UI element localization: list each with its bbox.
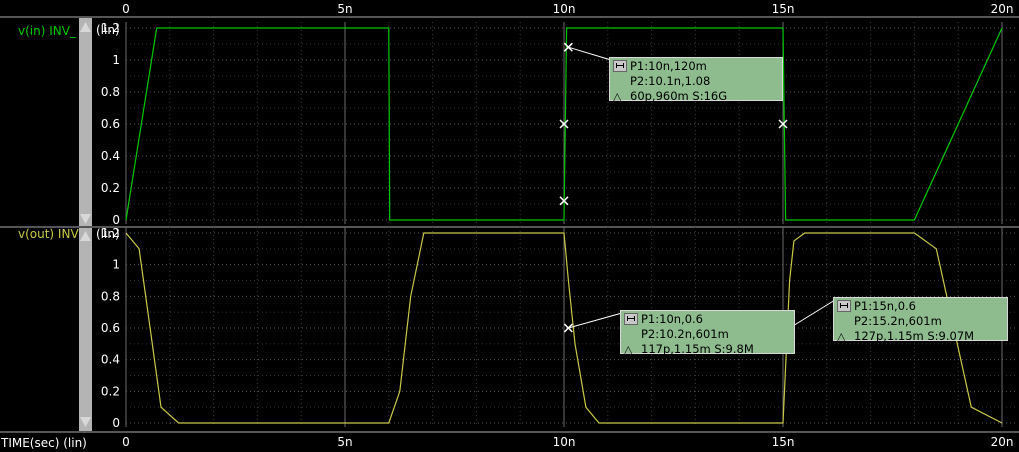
signal-label-vout[interactable]: v(out) INV [18, 227, 79, 241]
delta-icon: △ [613, 90, 622, 103]
grid-top [125, 22, 1015, 224]
y-tick-labels-bottom: 0 0.2 0.4 0.6 0.8 1 1.2 [101, 226, 120, 430]
annotation-delta: 117p,1.15m S:9.8M [641, 342, 754, 356]
y-tick-label: 0.6 [101, 321, 120, 335]
annotation-p2: P2:15.2n,601m [854, 314, 942, 328]
y-tick-label: 1 [112, 258, 120, 272]
x-tick-label: 5n [337, 435, 352, 449]
x-tick-label: 0 [122, 435, 130, 449]
annotation-delta: 127p,1.15m S:9.07M [854, 329, 975, 343]
leader-line-vin [568, 46, 612, 61]
y-tick-label: 0 [112, 213, 120, 227]
scroll-up-arrow-icon[interactable] [80, 231, 91, 241]
measurement-annotation-vout-1[interactable]: P1:10n,0.6 P2:10.2n,601m △ 117p,1.15m S:9… [620, 310, 795, 356]
x-tick-label: 0 [122, 2, 130, 16]
measure-icon [837, 300, 851, 312]
x-tick-label: 15n [772, 2, 795, 16]
x-tick-label: 5n [337, 2, 352, 16]
leader-line-vout-2 [789, 299, 836, 329]
x-tick-label: 10n [553, 2, 576, 16]
y-tick-label: 0.2 [101, 384, 120, 398]
scrollbar-top[interactable] [79, 18, 92, 226]
annotation-p1: P1:10n,120m [630, 59, 707, 73]
scale-label-bottom: (lin) [96, 227, 120, 241]
marker-cross-icon[interactable] [559, 119, 569, 129]
measurement-annotation-vout-2[interactable]: P1:15n,0.6 P2:15.2n,601m △ 127p,1.15m S:9… [833, 297, 1008, 343]
y-tick-label: 1.2 [101, 226, 120, 240]
leader-line-vout-1 [568, 312, 623, 329]
annotation-leaders [568, 46, 836, 329]
y-tick-label: 1.2 [101, 21, 120, 35]
x-tick-labels-top: 0 5n 10n 15n 20n [122, 2, 1013, 16]
y-tick-label: 0.4 [101, 353, 120, 367]
annotation-delta: 60p,960m S:16G [630, 89, 728, 103]
y-tick-label: 1 [112, 53, 120, 67]
x-axis-label: TIME(sec) (lin) [0, 436, 87, 450]
measurement-annotation-vin[interactable]: P1:10n,120m P2:10.1n,1.08 △ 60p,960m S:16… [609, 57, 783, 103]
marker-cross-icon[interactable] [778, 119, 788, 129]
measure-icon [624, 313, 638, 325]
y-tick-label: 0.2 [101, 181, 120, 195]
annotation-p2: P2:10.1n,1.08 [630, 74, 711, 88]
scroll-down-arrow-icon[interactable] [80, 214, 91, 224]
left-label-pane [0, 0, 78, 452]
scroll-down-arrow-icon[interactable] [80, 417, 91, 427]
y-tick-label: 0.8 [101, 289, 120, 303]
y-tick-labels-top: 0 0.2 0.4 0.6 0.8 1 1.2 [101, 21, 120, 227]
marker-cross-icon[interactable] [559, 196, 569, 206]
series-line-vin [125, 27, 1003, 221]
marker-cross-icon[interactable] [563, 42, 573, 52]
y-tick-label: 0.4 [101, 149, 120, 163]
x-tick-labels-bottom: 0 5n 10n 15n 20n [122, 435, 1013, 449]
series-line-vout [125, 232, 1003, 424]
x-tick-label: 10n [553, 435, 576, 449]
x-tick-label: 20n [991, 435, 1014, 449]
y-tick-label: 0.8 [101, 85, 120, 99]
marker-cross-icon[interactable] [563, 323, 573, 333]
x-tick-label: 20n [991, 2, 1014, 16]
y-tick-label: 0 [112, 416, 120, 430]
scrollbar-bottom[interactable] [79, 228, 92, 431]
measure-icon [613, 60, 627, 72]
annotation-p1: P1:15n,0.6 [854, 299, 916, 313]
signal-label-vin[interactable]: v(in) INV_ [18, 24, 77, 38]
scroll-up-arrow-icon[interactable] [80, 22, 91, 32]
scale-label-top: (lin) [96, 23, 120, 37]
x-tick-label: 15n [772, 435, 795, 449]
delta-icon: △ [624, 343, 633, 356]
y-tick-label: 0.6 [101, 117, 120, 131]
annotation-p2: P2:10.2n,601m [641, 327, 729, 341]
annotation-p1: P1:10n,0.6 [641, 312, 703, 326]
delta-icon: △ [837, 330, 846, 343]
